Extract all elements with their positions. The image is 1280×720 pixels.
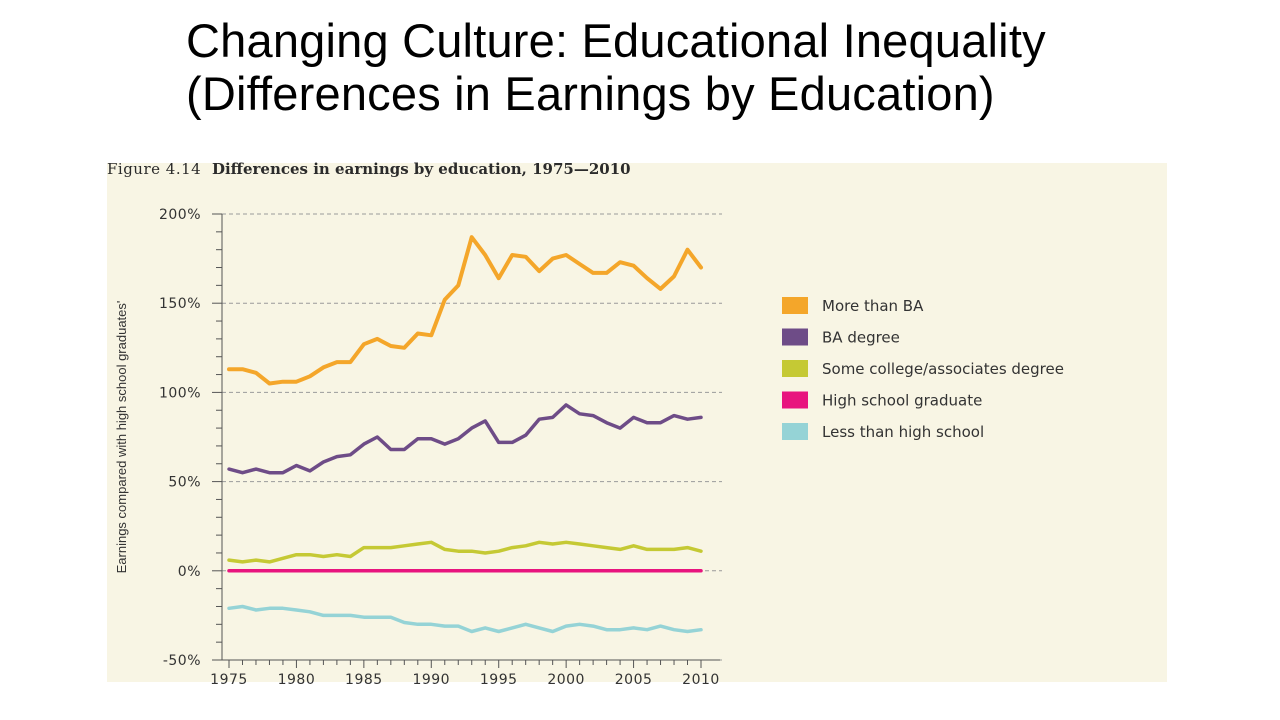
y-tick-label: 50% bbox=[168, 475, 201, 491]
series-line-less-than-high-school bbox=[227, 604, 703, 634]
x-tick-label: 1990 bbox=[412, 672, 450, 688]
legend-label: Less than high school bbox=[822, 423, 984, 441]
figure-panel bbox=[107, 163, 1167, 682]
y-tick-label: 100% bbox=[159, 385, 201, 401]
legend-swatch bbox=[782, 360, 808, 377]
series-line-ba-degree bbox=[227, 403, 703, 475]
y-tick-label: 200% bbox=[159, 207, 201, 223]
axes: 200% 150% 100% 50% 0% -50% 1975 1980 1985 1990 199… bbox=[159, 207, 720, 688]
x-tick-label: 2010 bbox=[682, 672, 720, 688]
slide-title: Changing Culture: Educational Inequality… bbox=[186, 14, 1046, 120]
y-tick-label: 0% bbox=[178, 564, 201, 580]
x-tick-label: 2000 bbox=[547, 672, 585, 688]
x-tick-label: 1980 bbox=[278, 672, 316, 688]
figure-number: Figure 4.14 bbox=[107, 160, 202, 178]
legend-label: BA degree bbox=[822, 329, 900, 347]
x-tick-label: 1985 bbox=[345, 672, 383, 688]
x-tick-label: 2005 bbox=[615, 672, 653, 688]
legend-label: Some college/associates degree bbox=[822, 360, 1064, 378]
gridlines bbox=[222, 213, 722, 661]
y-axis-label: Earnings compared with high school gradu… bbox=[114, 301, 129, 574]
x-tick-label: 1995 bbox=[480, 672, 518, 688]
y-tick-label: -50% bbox=[163, 653, 201, 669]
legend-swatch bbox=[782, 297, 808, 314]
x-tick-label: 1975 bbox=[210, 672, 248, 688]
legend-label: More than BA bbox=[822, 297, 924, 315]
series-line-some-college-associates-degree bbox=[227, 540, 703, 564]
series-lines bbox=[227, 235, 703, 634]
legend-swatch bbox=[782, 328, 808, 346]
legend-swatch bbox=[782, 391, 808, 409]
figure-caption: Figure 4.14 Differences in earnings by e… bbox=[107, 160, 631, 178]
legend-swatch bbox=[782, 423, 808, 440]
y-tick-label: 150% bbox=[159, 296, 201, 312]
figure-title: Differences in earnings by education, 19… bbox=[211, 160, 631, 178]
series-line-more-than-ba bbox=[227, 235, 703, 386]
legend: More than BA BA degree Some college/associ… bbox=[782, 297, 1064, 441]
legend-label: High school graduate bbox=[822, 392, 982, 410]
